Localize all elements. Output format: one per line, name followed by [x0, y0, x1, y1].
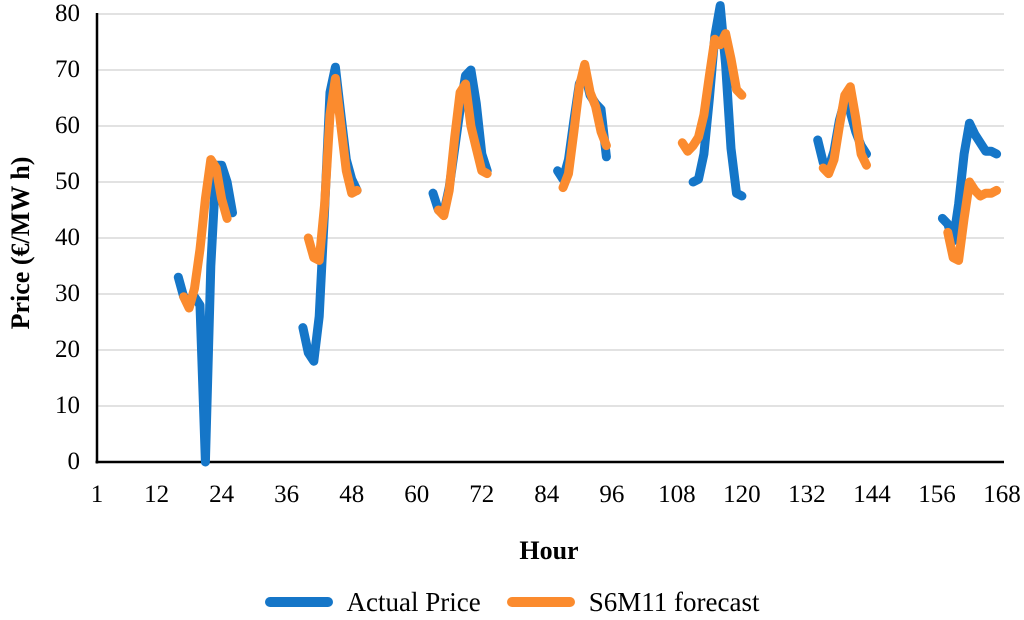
x-tick-label: 24: [209, 481, 235, 508]
x-tick-label: 36: [274, 481, 300, 508]
x-tick-label: 168: [983, 481, 1021, 508]
x-tick-label: 144: [853, 481, 891, 508]
x-tick-label: 156: [918, 481, 956, 508]
legend-label-actual-price: Actual Price: [346, 586, 481, 617]
y-tick-label: 10: [55, 392, 80, 419]
series-line-s6m11-forecast: [943, 177, 1002, 265]
x-tick-label: 12: [144, 481, 170, 508]
x-tick-label: 72: [469, 481, 495, 508]
series-line-actual-price: [688, 1, 747, 201]
x-tick-label: 60: [404, 481, 430, 508]
y-tick-label: 70: [55, 56, 80, 83]
series-line-s6m11-forecast: [558, 59, 611, 193]
x-tick-label: 96: [599, 481, 625, 508]
legend-swatch-actual-price: [264, 597, 333, 607]
y-tick-label: 80: [55, 0, 80, 27]
series-line-s6m11-forecast: [677, 29, 747, 156]
x-axis-title: Hour: [519, 536, 579, 565]
y-tick-label: 60: [55, 112, 80, 139]
legend-swatch-s6m11-forecast: [506, 597, 575, 607]
series-line-s6m11-forecast: [818, 82, 871, 179]
x-tick-label: 48: [339, 481, 365, 508]
legend: Actual Price S6M11 forecast: [0, 585, 1024, 619]
legend-label-s6m11-forecast: S6M11 forecast: [588, 586, 760, 617]
y-tick-label: 50: [55, 168, 80, 195]
y-tick-label: 0: [67, 448, 81, 475]
series-line-s6m11-forecast: [179, 155, 232, 313]
x-tick-label: 120: [723, 481, 761, 508]
x-tick-label: 132: [788, 481, 826, 508]
y-tick-label: 40: [55, 224, 80, 251]
y-tick-label: 20: [55, 336, 80, 363]
series-line-s6m11-forecast: [433, 79, 492, 221]
x-tick-label: 108: [658, 481, 696, 508]
y-axis-title: Price (€/MW h): [6, 156, 35, 330]
x-tick-label: 1: [90, 481, 104, 508]
y-tick-label: 30: [55, 280, 80, 307]
series-line-s6m11-forecast: [303, 73, 362, 265]
x-tick-label: 84: [534, 481, 560, 508]
